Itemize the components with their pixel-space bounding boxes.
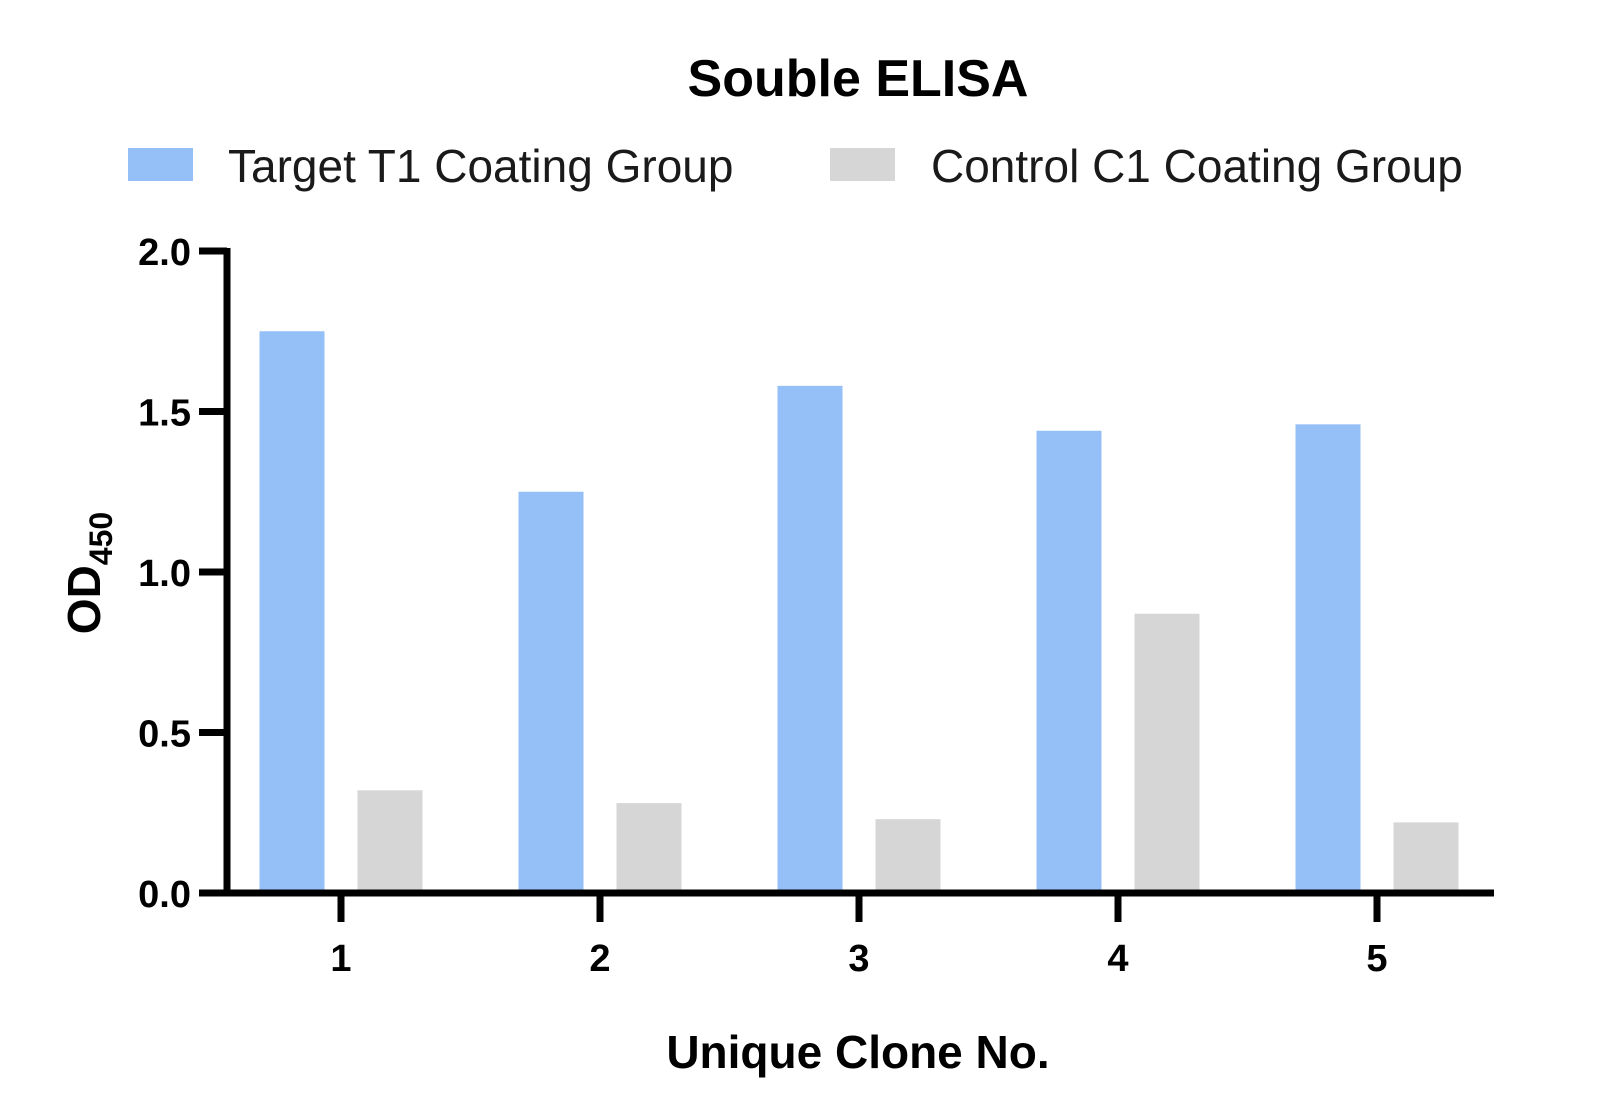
y-axis-title-main: OD	[58, 565, 110, 634]
bar-control-clone-2	[616, 803, 682, 893]
x-axis-title: Unique Clone No.	[666, 1026, 1049, 1078]
x-tick-label-3: 3	[848, 938, 869, 980]
y-tick-label-2.0: 2.0	[138, 232, 191, 274]
bar-target-clone-5	[1295, 424, 1361, 893]
legend-label-control: Control C1 Coating Group	[931, 140, 1463, 192]
x-tick-label-2: 2	[589, 938, 610, 980]
legend-swatch-control	[830, 148, 895, 181]
y-tick-label-0.0: 0.0	[138, 874, 191, 916]
x-tick-label-5: 5	[1366, 938, 1387, 980]
legend: Target T1 Coating Group Control C1 Coati…	[128, 140, 1463, 192]
y-tick-label-1.5: 1.5	[138, 393, 191, 435]
bar-control-clone-4	[1134, 613, 1200, 893]
bar-target-clone-3	[777, 385, 843, 893]
legend-swatch-target	[128, 148, 193, 181]
bar-control-clone-3	[875, 819, 941, 893]
legend-label-target: Target T1 Coating Group	[228, 140, 733, 192]
bar-target-clone-2	[518, 491, 584, 893]
bar-target-clone-4	[1036, 430, 1102, 893]
bar-control-clone-5	[1393, 822, 1459, 893]
y-tick-label-0.5: 0.5	[138, 714, 191, 756]
bar-control-clone-1	[357, 790, 423, 893]
y-axis-title: OD450	[58, 512, 119, 634]
axes-layer: 1 2 3 4 5 0.0 0.5 1.0 1.5 2.0	[138, 232, 1494, 980]
x-tick-label-4: 4	[1107, 938, 1128, 980]
x-tick-label-1: 1	[330, 938, 351, 980]
bar-target-clone-1	[259, 331, 325, 893]
chart-title: Souble ELISA	[688, 50, 1029, 108]
bars-layer	[259, 331, 1459, 893]
y-axis-title-subscript: 450	[83, 512, 119, 565]
y-tick-label-1.0: 1.0	[138, 553, 191, 595]
